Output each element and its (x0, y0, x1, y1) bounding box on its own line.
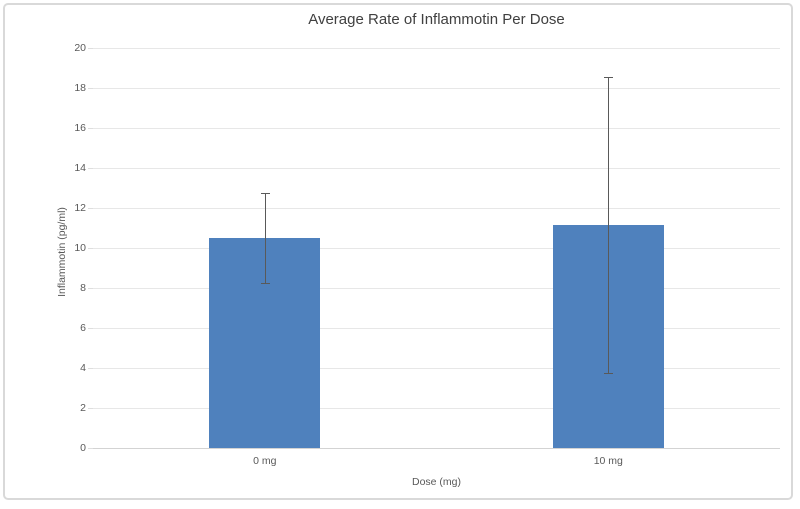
y-axis-tick (88, 168, 93, 169)
y-gridline (93, 88, 780, 89)
y-axis-tick (88, 208, 93, 209)
x-axis-line (93, 448, 780, 449)
y-gridline (93, 328, 780, 329)
y-tick-label: 8 (80, 282, 86, 294)
y-gridline (93, 408, 780, 409)
error-bar (608, 77, 609, 373)
y-axis-tick (88, 48, 93, 49)
x-tick-label: 0 mg (253, 455, 277, 467)
y-gridline (93, 168, 780, 169)
y-axis-tick (88, 288, 93, 289)
error-bar-cap-top (261, 193, 270, 194)
bar (209, 238, 321, 448)
y-tick-label: 12 (74, 202, 86, 214)
y-axis-tick (88, 328, 93, 329)
error-bar-cap-bottom (604, 373, 613, 374)
error-bar-cap-bottom (261, 283, 270, 284)
y-gridline (93, 48, 780, 49)
y-tick-label: 4 (80, 362, 86, 374)
error-bar (265, 193, 266, 283)
x-tick-label: 10 mg (593, 455, 623, 467)
y-tick-label: 2 (80, 402, 86, 414)
y-axis-tick (88, 128, 93, 129)
y-axis-tick (88, 448, 93, 449)
y-gridline (93, 368, 780, 369)
y-axis-tick (88, 368, 93, 369)
y-gridline (93, 128, 780, 129)
chart-title: Average Rate of Inflammotin Per Dose (308, 11, 565, 28)
y-axis-tick (88, 88, 93, 89)
y-axis-tick (88, 408, 93, 409)
y-gridline (93, 208, 780, 209)
y-axis-tick (88, 248, 93, 249)
y-gridline (93, 248, 780, 249)
y-tick-label: 20 (74, 42, 86, 54)
x-axis-title: Dose (mg) (411, 476, 461, 488)
y-gridline (93, 288, 780, 289)
y-tick-label: 6 (80, 322, 86, 334)
y-tick-label: 14 (74, 162, 86, 174)
y-tick-label: 16 (74, 122, 86, 134)
y-tick-label: 10 (74, 242, 86, 254)
y-tick-label: 0 (80, 442, 86, 454)
error-bar-cap-top (604, 77, 613, 78)
y-tick-label: 18 (74, 82, 86, 94)
